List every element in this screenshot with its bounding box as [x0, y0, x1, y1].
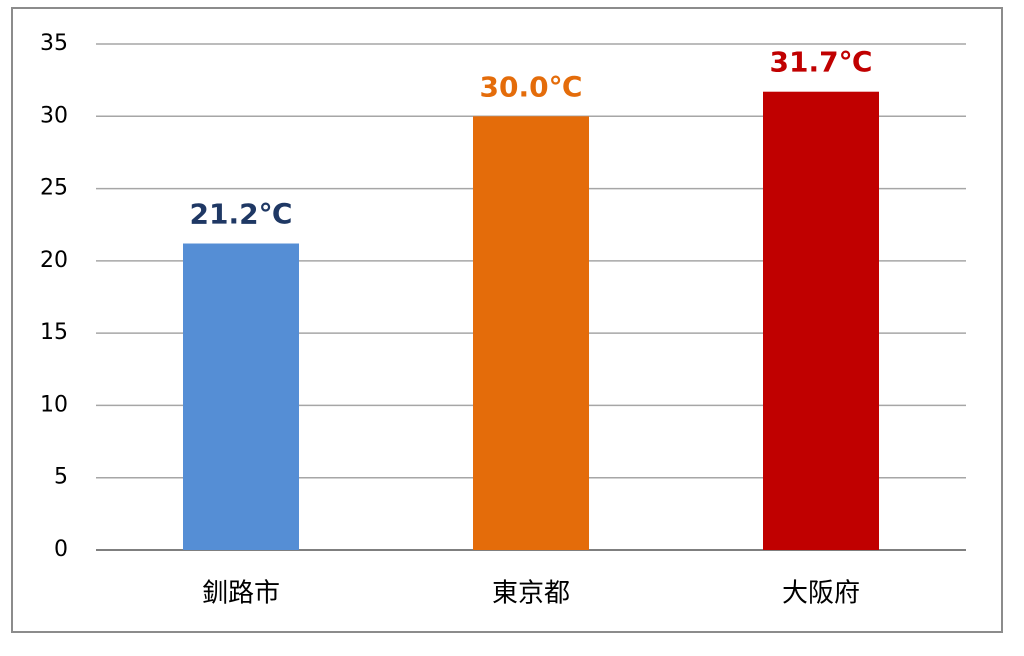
y-tick-label: 35: [40, 31, 68, 56]
y-tick-label: 30: [40, 103, 68, 128]
x-tick-label: 大阪府: [782, 579, 860, 609]
bar: [473, 116, 589, 551]
y-tick-label: 20: [40, 248, 68, 273]
bar: [763, 91, 879, 551]
bar: [183, 243, 299, 550]
x-tick-label: 釧路市: [202, 579, 280, 609]
y-tick-label: 15: [40, 320, 68, 345]
value-label: 31.7℃: [770, 46, 873, 79]
y-tick-label: 25: [40, 176, 68, 201]
y-tick-label: 0: [54, 537, 68, 562]
value-label: 30.0℃: [480, 70, 583, 103]
x-tick-label: 東京都: [492, 579, 570, 609]
y-tick-label: 5: [54, 465, 68, 490]
value-label: 21.2℃: [190, 198, 293, 231]
y-tick-label: 10: [40, 392, 68, 417]
